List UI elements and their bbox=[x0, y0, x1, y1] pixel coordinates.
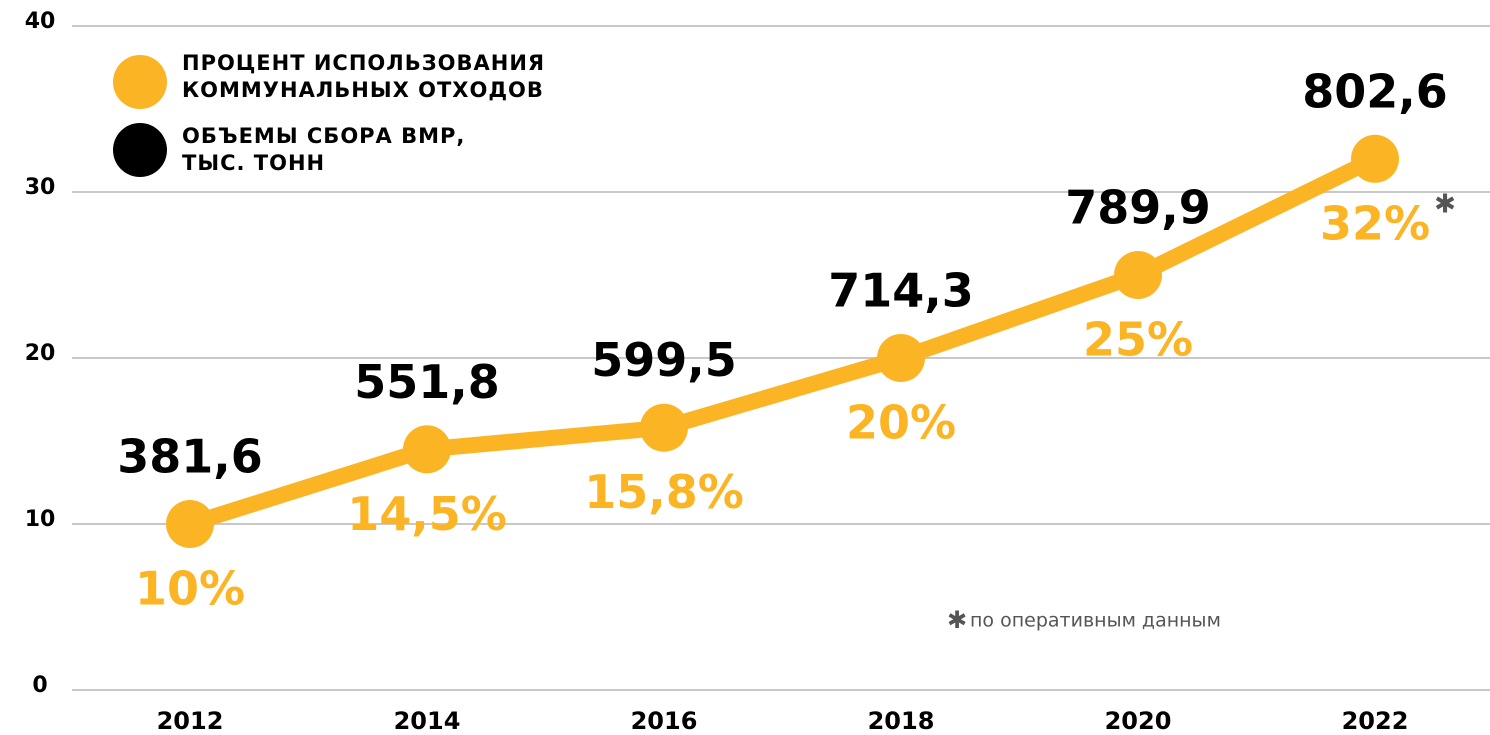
data-label: 14,5% bbox=[347, 487, 507, 541]
y-tick-label: 10 bbox=[25, 507, 56, 532]
note-mark: ✱ bbox=[947, 606, 967, 634]
x-tick-label: 2016 bbox=[631, 707, 698, 735]
data-label: 802,6 bbox=[1302, 64, 1448, 118]
legend-marker bbox=[113, 55, 167, 109]
annotation: по оперативным данным bbox=[970, 610, 1221, 632]
data-label: 789,9 bbox=[1065, 181, 1211, 235]
point bbox=[166, 500, 214, 548]
legend-label: ОБЪЕМЫ СБОРА ВМР, ТЫС. ТОНН bbox=[182, 124, 466, 175]
y-tick-label: 20 bbox=[25, 341, 56, 366]
data-label: 10% bbox=[135, 562, 245, 616]
data-label: 32% bbox=[1320, 196, 1430, 250]
point bbox=[877, 334, 925, 382]
x-tick-label: 2020 bbox=[1105, 707, 1172, 735]
x-tick-label: 2014 bbox=[394, 707, 461, 735]
data-label: 15,8% bbox=[584, 465, 744, 519]
line bbox=[187, 151, 1379, 532]
note-mark: ✱ bbox=[1434, 190, 1456, 220]
legend-marker bbox=[113, 123, 167, 177]
x-tick-label: 2022 bbox=[1342, 707, 1409, 735]
legend-label: ПРОЦЕНТ ИСПОЛЬЗОВАНИЯ КОММУНАЛЬНЫХ ОТХОД… bbox=[182, 51, 546, 102]
point bbox=[640, 403, 688, 452]
data-label: 714,3 bbox=[828, 264, 974, 318]
y-tick-label: 0 bbox=[32, 673, 47, 698]
data-label: 381,6 bbox=[117, 430, 263, 484]
data-label: 599,5 bbox=[591, 333, 737, 387]
data-label: 25% bbox=[1083, 313, 1193, 367]
point bbox=[403, 425, 451, 474]
x-tick-label: 2012 bbox=[157, 707, 224, 735]
data-label: 551,8 bbox=[354, 355, 500, 409]
x-tick-label: 2018 bbox=[868, 707, 935, 735]
data-label: 20% bbox=[846, 396, 956, 450]
point bbox=[1114, 251, 1162, 299]
y-tick-label: 40 bbox=[25, 9, 56, 34]
point bbox=[1351, 134, 1399, 183]
y-tick-label: 30 bbox=[25, 175, 56, 200]
